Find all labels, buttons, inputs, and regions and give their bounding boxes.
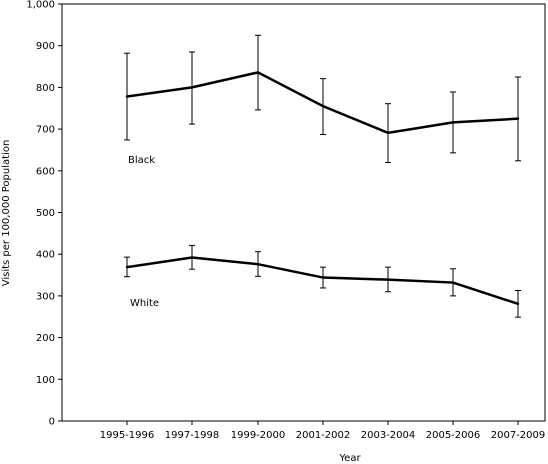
y-tick-label: 800: [36, 83, 55, 94]
series-black: Black: [124, 34, 521, 166]
series-label: White: [130, 298, 159, 309]
axes: [61, 3, 546, 422]
series-label: Black: [128, 155, 155, 166]
x-tick-label: 2005-2006: [426, 430, 481, 441]
data-point: [321, 276, 325, 279]
y-tick-label: 1,000: [26, 0, 55, 11]
y-tick-label: 100: [36, 375, 55, 386]
data-point: [451, 121, 455, 124]
data-point: [321, 104, 325, 108]
x-axis-ticks: 1995-1996 1997-1998 1999-2000 2001-2002 2003…: [100, 421, 546, 441]
x-tick-label: 2001-2002: [296, 430, 351, 441]
series-white: White: [124, 244, 521, 318]
x-tick-label: 1999-2000: [231, 430, 286, 441]
y-tick-label: 500: [36, 208, 55, 219]
data-point: [386, 278, 390, 281]
y-tick-label: 700: [36, 125, 55, 136]
data-point: [516, 117, 520, 120]
y-tick-label: 600: [36, 166, 55, 177]
data-point: [125, 265, 129, 269]
x-tick-label: 1995-1996: [100, 430, 155, 441]
x-tick-label: 1997-1998: [165, 430, 220, 441]
x-tick-label: 2003-2004: [361, 430, 416, 441]
y-tick-label: 900: [36, 41, 55, 52]
y-axis-title: Visits per 100,000 Population: [1, 140, 12, 287]
data-point: [190, 256, 194, 259]
series-group: Black White: [124, 34, 521, 318]
data-point: [256, 71, 260, 74]
data-point: [516, 302, 520, 306]
data-point: [386, 131, 390, 135]
y-axis-ticks: 0 100 200 300 400 500 600 700 800 900 1,000: [26, 0, 62, 428]
data-point: [125, 95, 129, 98]
x-axis-title: Year: [338, 453, 361, 464]
y-tick-label: 200: [36, 333, 55, 344]
y-tick-label: 0: [49, 417, 55, 428]
data-point: [256, 263, 260, 266]
plot-frame: [61, 3, 546, 422]
data-point: [190, 86, 194, 89]
y-tick-label: 300: [36, 291, 55, 302]
x-tick-label: 2007-2009: [491, 430, 546, 441]
y-tick-label: 400: [36, 250, 55, 261]
data-point: [451, 281, 455, 284]
